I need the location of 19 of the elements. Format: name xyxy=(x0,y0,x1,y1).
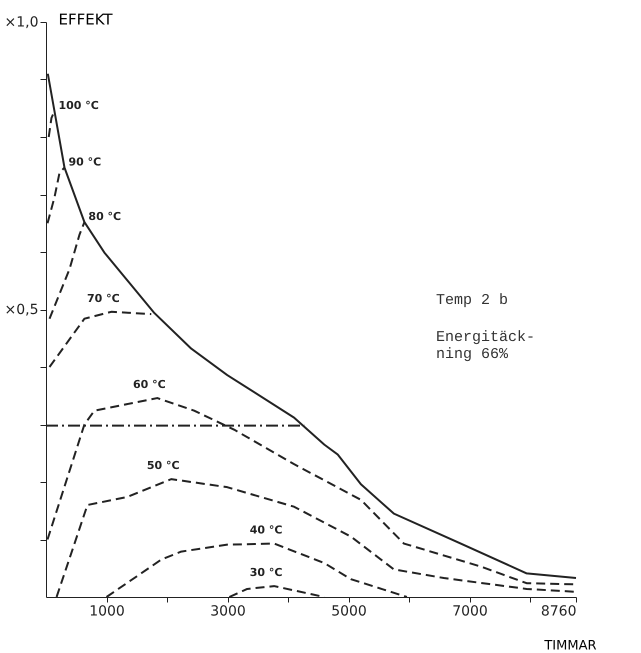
x-tick-label: 1000 xyxy=(89,604,125,620)
x-tick-label: 5000 xyxy=(331,604,367,620)
annotation: Temp 2 b xyxy=(436,292,508,309)
series-label: 60 °C xyxy=(132,378,166,392)
x-tick-label: 7000 xyxy=(452,604,488,620)
annotation: Energitäck- ning 66% xyxy=(436,329,536,363)
x-tick-label: 8760 xyxy=(540,604,576,620)
y-axis-title: EFFEKT xyxy=(58,10,114,28)
x-tick-label: 3000 xyxy=(210,604,246,620)
series-label: 90 °C xyxy=(68,155,102,168)
x-axis-title: TIMMAR xyxy=(543,638,596,653)
y-tick-label: ×1,0 xyxy=(4,14,38,30)
series-label: 50 °C xyxy=(146,459,180,472)
series-label: 30 °C xyxy=(250,566,282,580)
series-label: 70 °C xyxy=(86,292,120,305)
series-label: 100 °C xyxy=(58,99,99,112)
y-tick-label: ×0,5 xyxy=(4,302,38,318)
series-label: 80 °C xyxy=(88,210,122,224)
series-label: 40 °C xyxy=(250,524,282,537)
